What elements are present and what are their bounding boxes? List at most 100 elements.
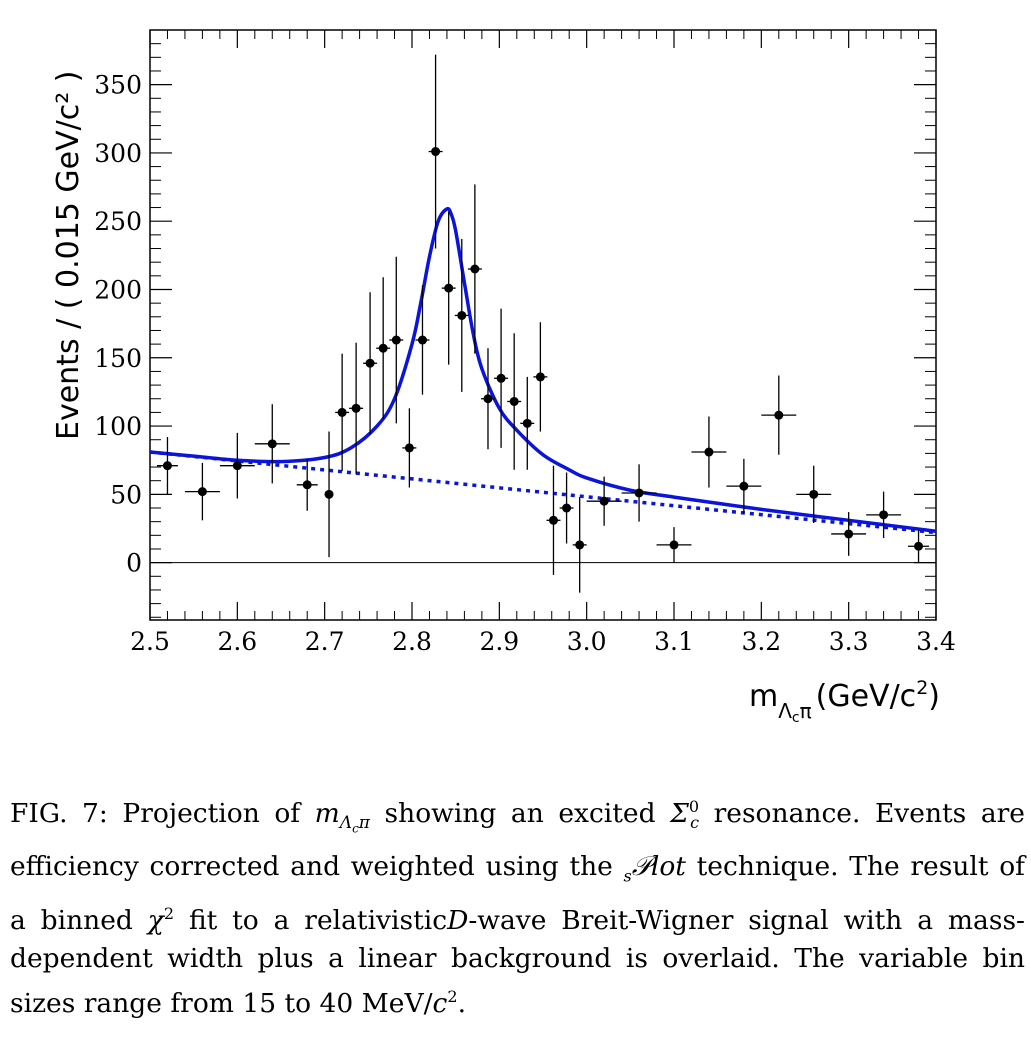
- x-tick-label: 2.8: [392, 627, 432, 656]
- data-point: [520, 376, 535, 470]
- marker: [378, 343, 388, 353]
- y-tick-label: 300: [94, 139, 142, 168]
- x-tick-label: 3.4: [916, 627, 956, 656]
- marker: [669, 540, 679, 550]
- x-tick-labels: 2.5 2.6 2.7 2.8 2.9 3.0 3.1 3.2 3.3 3.4: [130, 627, 956, 656]
- marker: [391, 335, 401, 345]
- marker: [337, 407, 347, 417]
- math-m-lambda-pi: mΛcπ: [314, 797, 370, 836]
- data-point: [586, 476, 622, 526]
- chart: 2.5 2.6 2.7 2.8 2.9 3.0 3.1 3.2 3.3 3.4 0 50 100 150…: [51, 29, 956, 726]
- data-point: [156, 436, 178, 495]
- x-tick-label: 2.7: [305, 627, 345, 656]
- math-sigma-c: Σ0c: [670, 797, 700, 833]
- marker: [562, 503, 572, 513]
- marker: [470, 264, 480, 274]
- marker: [522, 418, 532, 428]
- data-point: [376, 277, 391, 420]
- marker: [404, 443, 414, 453]
- data-point: [335, 353, 350, 472]
- x-tick-label: 3.3: [829, 627, 869, 656]
- marker: [351, 403, 361, 413]
- marker: [535, 372, 545, 382]
- marker: [267, 439, 277, 449]
- x-tick-label: 2.5: [130, 627, 170, 656]
- marker: [599, 496, 609, 506]
- data-point: [572, 497, 587, 593]
- data-point: [349, 342, 364, 474]
- x-tick-label: 3.2: [741, 627, 781, 656]
- marker: [232, 461, 242, 471]
- marker: [431, 147, 441, 157]
- x-tick-label: 2.6: [217, 627, 257, 656]
- marker: [324, 489, 334, 499]
- background-fit-curve: [149, 450, 937, 535]
- x-tick-label: 2.9: [479, 627, 519, 656]
- marker: [162, 461, 172, 471]
- marker: [365, 358, 375, 368]
- y-tick-label: 0: [126, 549, 142, 578]
- data-point: [219, 432, 255, 499]
- background-line: [149, 450, 937, 535]
- data-point: [415, 285, 430, 395]
- data-point: [546, 465, 561, 575]
- data-points: [156, 54, 930, 593]
- data-point: [363, 292, 378, 435]
- y-tick-label: 250: [94, 207, 142, 236]
- y-tick-labels: 0 50 100 150 200 250 300 350: [94, 71, 142, 578]
- x-axis-title: mΛcπ (GeV/c2): [749, 677, 940, 726]
- data-point: [656, 527, 692, 563]
- figure-caption: FIG. 7: Projection of mΛcπ showing an ex…: [10, 797, 1025, 1019]
- data-point: [796, 465, 832, 524]
- y-tick-label: 100: [94, 412, 142, 441]
- marker: [302, 480, 312, 490]
- y-tick-label: 150: [94, 344, 142, 373]
- marker: [483, 394, 493, 404]
- marker: [417, 335, 427, 345]
- data-point: [480, 348, 495, 450]
- marker: [634, 488, 644, 498]
- data-point: [296, 458, 318, 511]
- data-point: [726, 458, 762, 514]
- marker: [496, 373, 506, 383]
- data-point: [454, 238, 469, 392]
- math-chi2: χ2: [147, 903, 175, 936]
- marker: [844, 529, 854, 539]
- x-tick-label: 3.0: [567, 627, 607, 656]
- data-point: [507, 333, 522, 470]
- data-point: [494, 308, 509, 448]
- data-point: [761, 375, 797, 455]
- data-point: [691, 416, 727, 488]
- y-tick-label: 200: [94, 275, 142, 304]
- y-tick-label: 50: [110, 480, 142, 509]
- marker: [879, 510, 889, 520]
- y-tick-label: 350: [94, 71, 142, 100]
- marker: [809, 489, 819, 499]
- total-fit-curve: [149, 206, 937, 533]
- plot-border: [149, 29, 937, 621]
- marker: [774, 410, 784, 420]
- marker: [704, 447, 714, 457]
- figure-label: FIG. 7:: [10, 797, 108, 829]
- axis-ticks: [149, 30, 937, 620]
- data-point: [428, 54, 443, 249]
- data-point: [184, 462, 220, 521]
- marker: [197, 487, 207, 497]
- figure: 2.5 2.6 2.7 2.8 2.9 3.0 3.1 3.2 3.3 3.4 0 50 100 150…: [51, 29, 956, 726]
- fit-line: [149, 206, 937, 533]
- data-point: [402, 408, 417, 488]
- marker: [548, 515, 558, 525]
- marker: [509, 396, 519, 406]
- splot: s𝒫lot: [623, 850, 686, 885]
- marker: [914, 541, 924, 551]
- data-point: [467, 184, 482, 354]
- data-point: [866, 491, 902, 539]
- data-point: [389, 256, 404, 424]
- data-point: [831, 512, 867, 556]
- marker: [575, 540, 585, 550]
- data-point: [324, 431, 334, 558]
- data-point: [559, 472, 574, 544]
- marker: [444, 283, 454, 293]
- data-point: [441, 211, 456, 365]
- x-tick-label: 3.1: [654, 627, 694, 656]
